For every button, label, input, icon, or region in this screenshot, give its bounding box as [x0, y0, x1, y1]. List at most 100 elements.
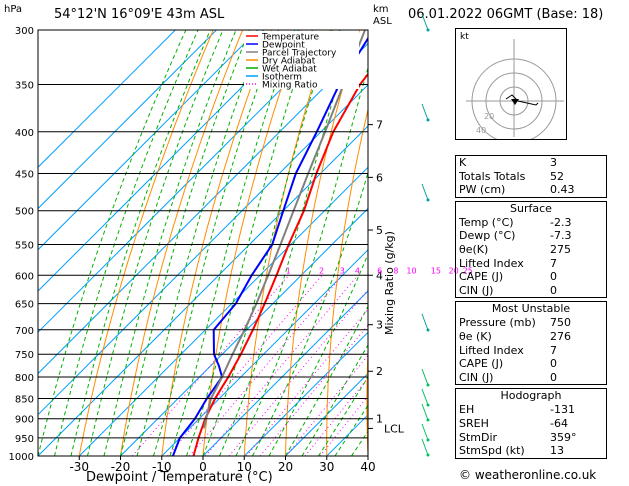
- index-row: StmDir 359°: [456, 431, 606, 445]
- index-row: StmSpd (kt) 13: [456, 444, 606, 458]
- pressure-unit-label: hPa: [4, 4, 23, 15]
- legend-bg: [244, 31, 359, 89]
- wind-barb: [421, 438, 429, 456]
- index-row: θe(K) 275: [456, 243, 606, 257]
- isotherm-line: [38, 42, 368, 375]
- hodograph-trace: [505, 94, 539, 106]
- index-label: θe(K): [459, 242, 489, 256]
- index-row: CIN (J) 0: [456, 284, 606, 298]
- pressure-tick-label: 350: [15, 81, 34, 92]
- isotherm-line: [38, 125, 368, 456]
- isotherm-line: [38, 30, 259, 251]
- wind-barb-dot: [426, 403, 430, 407]
- wet-adiabat-line: [54, 30, 199, 456]
- index-label: CIN (J): [459, 283, 494, 297]
- hodograph-title: Hodograph: [500, 389, 562, 403]
- mixing-ratio-line: [246, 308, 368, 456]
- index-value: 0.43: [550, 183, 575, 197]
- pressure-tick-label: 400: [15, 128, 34, 139]
- index-value: 0: [550, 283, 557, 297]
- index-value: -2.3: [550, 215, 572, 229]
- wind-barb: [421, 13, 429, 31]
- mixing-ratio-label: 8: [393, 266, 398, 275]
- index-label: CAPE (J): [459, 270, 504, 284]
- index-label: StmSpd (kt): [459, 444, 525, 458]
- km-tick-label: 5: [376, 224, 383, 237]
- wind-barb: [421, 423, 429, 441]
- mixing-ratio-axis-label: Mixing Ratio (g/kg): [383, 231, 396, 335]
- index-row: θe (K) 276: [456, 330, 606, 344]
- index-value: 7: [550, 343, 557, 357]
- copyright: © weatheronline.co.uk: [459, 468, 597, 482]
- mixing-ratio-line: [285, 354, 368, 456]
- wet-adiabat-line: [38, 30, 187, 456]
- surface-title: Surface: [510, 201, 552, 215]
- x-tick-label: -30: [69, 460, 89, 474]
- isotherm-line: [285, 372, 368, 456]
- index-label: Dewp (°C): [459, 229, 516, 243]
- isotherm-line: [161, 249, 368, 456]
- surface-section: Surface Temp (°C) -2.3 Dewp (°C) -7.3 θe(K) 2…: [455, 200, 607, 299]
- index-value: -7.3: [550, 229, 572, 243]
- index-value: -64: [550, 416, 568, 430]
- index-row: Pressure (mb) 750: [456, 316, 606, 330]
- wet-adiabat-line: [334, 404, 368, 456]
- pressure-tick-label: 800: [15, 373, 34, 384]
- hodograph-ring-label: 40: [476, 126, 486, 135]
- legend-label: Dry Adiabat: [262, 57, 316, 67]
- legend-label: Mixing Ratio: [262, 81, 318, 91]
- wind-barb-dot: [426, 418, 430, 422]
- pressure-tick-label: 500: [15, 207, 34, 218]
- isotherm-line: [202, 290, 368, 456]
- index-row: Lifted Index 7: [456, 257, 606, 271]
- x-tick-label: 10: [237, 460, 252, 474]
- index-value: 275: [550, 242, 571, 256]
- hodograph-section: Hodograph EH -131 SREH -64 StmDir 359° StmSpd …: [455, 388, 607, 459]
- legend-label: Dewpoint: [262, 41, 305, 51]
- dry-adiabat-line: [366, 339, 368, 456]
- mixing-ratio-line: [189, 274, 344, 456]
- wet-adiabat-line: [252, 171, 368, 456]
- index-row: CAPE (J) 0: [456, 357, 606, 371]
- index-row: SREH -64: [456, 417, 606, 431]
- x-tick-label: -10: [152, 460, 172, 474]
- index-row: Temp (°C) -2.3: [456, 216, 606, 230]
- index-label: Temp (°C): [459, 215, 514, 229]
- wind-barb-dot: [426, 453, 430, 457]
- indices-table: K 3 Totals Totals 52 PW (cm) 0.43 Surface Tem…: [455, 155, 607, 459]
- dry-adiabat-line: [326, 107, 368, 456]
- dry-adiabat-line: [617, 30, 629, 456]
- wet-adiabat-line: [301, 343, 368, 456]
- wind-barb-dot: [426, 438, 430, 442]
- wet-adiabat-line: [153, 30, 280, 456]
- index-value: 359°: [550, 430, 577, 444]
- pressure-tick-label: 700: [15, 326, 34, 337]
- legend-label: Wet Adiabat: [262, 65, 317, 75]
- index-value: -131: [550, 403, 575, 417]
- pressure-tick-label: 550: [15, 240, 34, 251]
- series-line: [192, 72, 368, 456]
- hodograph-ring-label: 20: [484, 112, 494, 121]
- index-value: 3: [550, 156, 557, 169]
- isotherm-line: [38, 30, 300, 292]
- wind-barb-dot: [426, 328, 430, 332]
- km-tick-label: 7: [376, 119, 383, 132]
- index-value: 0: [550, 270, 557, 284]
- wet-adiabat-line: [186, 30, 313, 456]
- legend-label: Parcel Trajectory: [262, 49, 337, 59]
- index-label: EH: [459, 403, 475, 417]
- hodograph-unit: kt: [460, 32, 469, 42]
- index-label: CIN (J): [459, 370, 494, 384]
- mixing-ratio-label: 15: [431, 266, 441, 275]
- dry-adiabat-line: [285, 30, 360, 456]
- isotherm-line: [38, 30, 217, 210]
- location-title: 54°12'N 16°09'E 43m ASL: [54, 7, 225, 22]
- indices-top: K 3 Totals Totals 52 PW (cm) 0.43: [455, 155, 607, 198]
- wet-adiabat-line: [285, 305, 368, 456]
- wet-adiabat-line: [136, 30, 265, 456]
- index-value: 750: [550, 316, 571, 330]
- most-unstable-section: Most Unstable Pressure (mb) 750 θe (K) 276 L…: [455, 301, 607, 386]
- index-row: Lifted Index 7: [456, 344, 606, 358]
- km-tick-label: 6: [376, 171, 383, 184]
